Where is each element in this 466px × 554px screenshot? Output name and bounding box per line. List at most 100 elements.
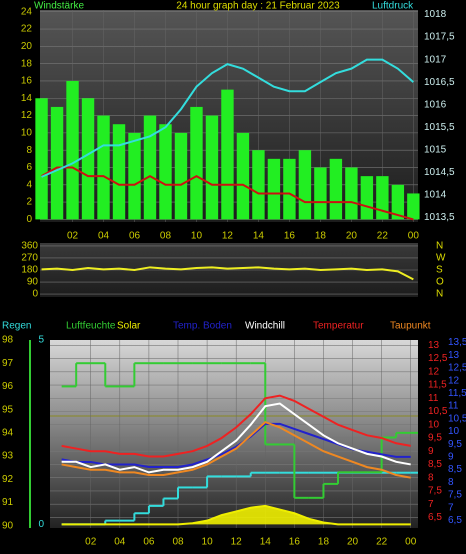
y-tick-label: 11	[428, 393, 439, 404]
y-tick-label: 20	[21, 41, 33, 52]
y-tick-label: 90	[27, 277, 39, 288]
y-tick-label: 11,5	[448, 388, 466, 399]
y-tick-label: 1016,5	[424, 77, 455, 88]
y-tick-label: 8	[428, 472, 434, 483]
y-tick-label: 8,5	[448, 464, 462, 475]
y-tick-label: 16	[21, 76, 33, 87]
y-tick-label: 11,5	[428, 380, 447, 391]
bar	[174, 132, 188, 220]
y-tick-label: 7,5	[448, 490, 462, 501]
y-tick-label: 98	[2, 335, 14, 346]
x-tick-label: 06	[129, 231, 141, 242]
y-tick-label: 1014	[424, 190, 447, 201]
y-tick-label: 10,5	[428, 406, 448, 417]
x-tick-label: 14	[260, 537, 272, 548]
legend-label: Temp. Boden	[173, 321, 232, 332]
y-tick-label: 11	[448, 401, 459, 412]
y-tick-label: 9	[428, 446, 434, 457]
y-tick-label: 360	[21, 241, 38, 252]
bar	[159, 124, 172, 220]
y-tick-label: S	[436, 265, 443, 276]
line	[61, 394, 411, 458]
y-tick-label: 1014,5	[424, 167, 455, 178]
y-tick-label: 7	[448, 502, 454, 513]
bar	[205, 115, 219, 220]
y-tick-label: 7,5	[428, 486, 442, 497]
bar	[66, 80, 79, 220]
bar	[143, 115, 157, 220]
bar	[252, 150, 265, 220]
y-tick-label: 9,5	[448, 439, 462, 450]
bar	[128, 132, 141, 220]
y-tick-label: 1015	[424, 144, 447, 155]
y-tick-label: 12,5	[448, 363, 466, 374]
x-tick-label: 16	[289, 537, 301, 548]
y-tick-label: N	[436, 289, 443, 300]
line	[61, 402, 411, 474]
y-tick-label: 93	[2, 451, 14, 462]
y-tick-label: 96	[2, 381, 14, 392]
legend-label: Solar	[117, 321, 141, 332]
y-tick-label: 10	[448, 426, 460, 437]
y-tick-label: W	[436, 253, 446, 264]
area-fill	[61, 505, 411, 525]
y-tick-label: 0	[38, 519, 44, 530]
bar	[345, 167, 358, 220]
y-tick-label: 22	[21, 24, 33, 35]
y-tick-label: 12	[21, 110, 33, 121]
y-tick-label: 18	[21, 58, 33, 69]
y-tick-label: 12	[448, 375, 460, 386]
area-line	[61, 504, 411, 526]
x-tick-label: 06	[143, 537, 155, 548]
x-tick-label: 12	[222, 231, 234, 242]
line	[41, 58, 415, 178]
y-tick-label: 270	[21, 253, 38, 264]
y-tick-label: 9,5	[428, 433, 442, 444]
x-tick-label: 18	[315, 231, 327, 242]
y-tick-label: 10,5	[448, 413, 466, 424]
y-tick-label: 6	[26, 162, 32, 173]
y-tick-label: 13,5	[448, 337, 466, 348]
line	[61, 420, 411, 479]
x-tick-label: 22	[377, 231, 389, 242]
x-tick-label: 04	[98, 231, 110, 242]
y-tick-label: 1013,5	[424, 212, 455, 223]
bar	[391, 184, 405, 220]
y-tick-label: O	[436, 277, 444, 288]
y-tick-label: 92	[2, 474, 14, 485]
line	[41, 166, 414, 221]
y-tick-label: 0	[26, 214, 32, 225]
legend-label: Temperatur	[313, 321, 364, 332]
y-tick-label: 6,5	[448, 515, 462, 526]
y-tick-label: 90	[2, 520, 14, 531]
y-tick-label: 10	[21, 128, 33, 139]
bar	[314, 167, 327, 220]
y-tick-label: 1017,5	[424, 32, 455, 43]
y-tick-label: 5	[38, 335, 44, 346]
y-tick-label: 0	[32, 289, 38, 300]
bar	[50, 106, 64, 220]
legend-label: Regen	[2, 321, 31, 332]
bar	[97, 115, 110, 220]
line	[41, 266, 414, 281]
y-tick-label: 180	[21, 265, 38, 276]
bar	[360, 176, 374, 220]
bar	[112, 124, 126, 220]
x-tick-label: 08	[160, 231, 172, 242]
x-tick-label: 00	[405, 537, 417, 548]
x-tick-label: 20	[346, 231, 358, 242]
y-tick-label: 13	[428, 340, 440, 351]
bar	[81, 98, 95, 220]
bar	[190, 106, 203, 220]
axis-title: Luftdruck	[372, 1, 414, 12]
x-tick-label: 04	[114, 537, 126, 548]
y-tick-label: 6,5	[428, 512, 442, 523]
chart-title: 24 hour graph day : 21 Februar 2023	[176, 1, 340, 12]
bar	[329, 158, 343, 220]
bar	[376, 176, 389, 220]
y-tick-label: 7	[428, 499, 434, 510]
y-tick-label: 24	[21, 6, 33, 17]
x-tick-label: 18	[318, 537, 330, 548]
x-tick-label: 10	[191, 231, 203, 242]
